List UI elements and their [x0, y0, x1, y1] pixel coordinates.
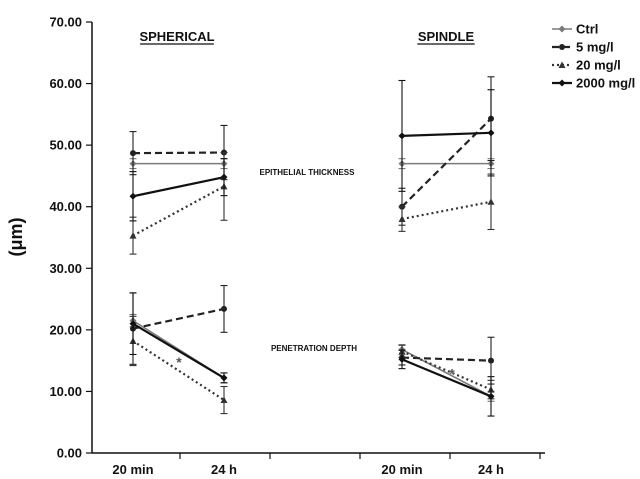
- series-group: [129, 76, 495, 385]
- series-line: [132, 176, 225, 198]
- panel-labels: SPHERICAL SPINDLE: [139, 29, 475, 45]
- series-line: [401, 200, 492, 221]
- data-point-marker: [487, 198, 495, 205]
- series-line: [401, 356, 492, 362]
- data-point-marker: [129, 320, 137, 328]
- data-point-marker: [220, 173, 228, 181]
- data-point-marker: [129, 192, 137, 200]
- y-axis-label: (μm): [6, 217, 26, 256]
- data-point-marker: [129, 232, 137, 239]
- y-tick-label: 50.00: [49, 138, 82, 153]
- y-tick-label: 40.00: [49, 199, 82, 214]
- series-line: [401, 348, 492, 398]
- series-line: [401, 131, 492, 138]
- series-line: [401, 358, 492, 398]
- y-tick-label: 70.00: [49, 15, 82, 30]
- y-tick-label: 0.00: [57, 446, 82, 461]
- data-point-marker: [487, 129, 495, 137]
- series-group: [129, 79, 495, 417]
- x-tick-label: 20 min: [112, 462, 153, 477]
- data-point-marker: [398, 132, 406, 140]
- series-line: [401, 117, 492, 208]
- y-tick-label: 10.00: [49, 384, 82, 399]
- panel-label: SPHERICAL: [139, 29, 214, 44]
- axes: [91, 22, 545, 454]
- series-line: [401, 350, 492, 391]
- legend: Ctrl 5 mg/l 20 mg/l 2000 mg/l: [552, 22, 635, 91]
- data-point-marker: [488, 357, 494, 364]
- series-line: [132, 307, 225, 330]
- legend-label: 20 mg/l: [576, 58, 621, 73]
- y-tick-label: 20.00: [49, 322, 82, 337]
- series-layer: [129, 76, 495, 417]
- group-label: PENETRATION DEPTH: [271, 344, 357, 353]
- data-point-marker: [558, 25, 566, 33]
- data-point-marker: [398, 355, 406, 363]
- group-label: EPITHELIAL THICKNESS: [260, 168, 356, 177]
- legend-label: 5 mg/l: [576, 40, 614, 55]
- y-tick-label: 60.00: [49, 76, 82, 91]
- y-tick-label: 30.00: [49, 261, 82, 276]
- data-point-marker: [398, 215, 406, 223]
- series-line: [132, 185, 225, 237]
- legend-label: Ctrl: [576, 22, 598, 37]
- annotation-layer: **: [176, 354, 455, 382]
- x-tick-label: 24 h: [478, 462, 504, 477]
- series-line: [132, 151, 225, 155]
- data-point-marker: [220, 396, 228, 404]
- panel-label: SPINDLE: [418, 29, 475, 44]
- significance-marker: *: [449, 366, 455, 382]
- x-tick-label: 24 h: [211, 462, 237, 477]
- significance-marker: *: [176, 354, 182, 370]
- y-ticks: 0.00 10.00 20.00 30.00 40.00 50.00 60.00 70.00: [49, 15, 92, 461]
- data-point-marker: [559, 44, 565, 50]
- data-point-marker: [130, 150, 136, 157]
- data-point-marker: [221, 305, 227, 312]
- data-point-marker: [487, 392, 495, 400]
- data-point-marker: [558, 79, 566, 87]
- x-ticks: 20 min 24 h 20 min 24 h: [112, 453, 541, 477]
- series-line: [132, 340, 225, 401]
- data-point-marker: [558, 61, 566, 68]
- series-line: [132, 322, 225, 379]
- data-point-marker: [220, 374, 228, 382]
- x-tick-label: 20 min: [381, 462, 422, 477]
- group-labels: EPITHELIAL THICKNESS PENETRATION DEPTH: [260, 168, 358, 353]
- series-group: [129, 158, 495, 402]
- legend-label: 2000 mg/l: [576, 76, 635, 91]
